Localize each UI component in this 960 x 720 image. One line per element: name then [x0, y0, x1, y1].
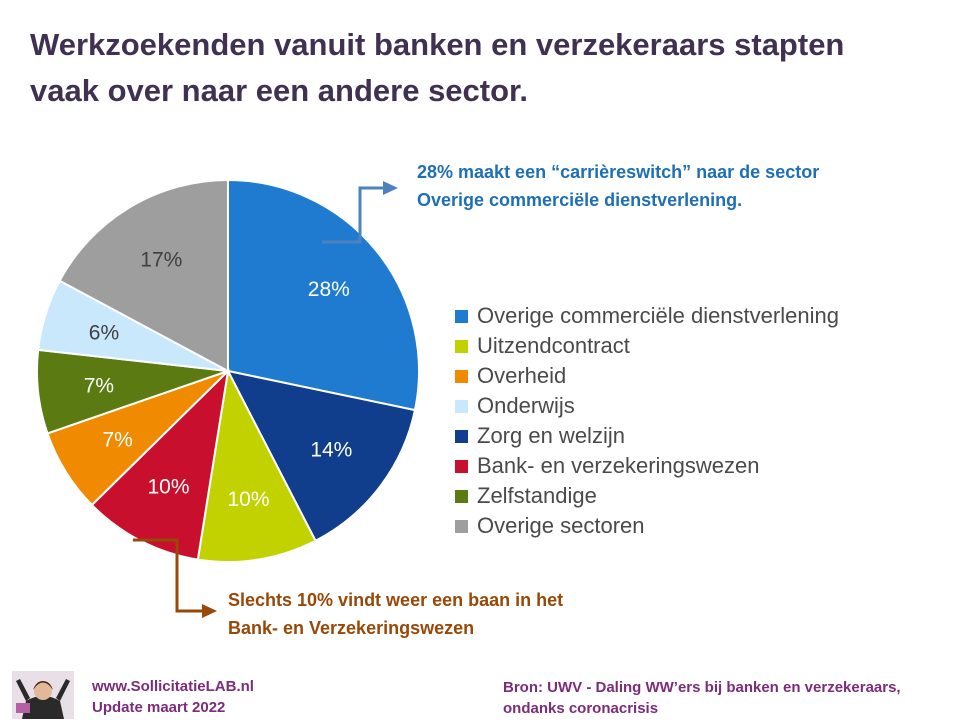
legend-swatch	[455, 489, 468, 503]
legend-label: Zorg en welzijn	[477, 423, 625, 448]
pie-slice-label: 7%	[102, 428, 132, 451]
legend-swatch	[455, 429, 468, 443]
legend-label: Overige sectoren	[477, 513, 645, 538]
title-line-2: vaak over naar een andere sector.	[30, 73, 529, 108]
legend-label: Overheid	[477, 363, 567, 388]
legend-swatch	[455, 399, 468, 413]
legend-item: Bank- en verzekeringswezen	[455, 451, 839, 481]
pie-slice-label: 10%	[228, 488, 270, 511]
legend-label: Overige commerciële dienstverlening	[477, 303, 839, 328]
legend-label: Onderwijs	[477, 393, 575, 418]
pie-slice-label: 6%	[89, 321, 119, 344]
legend-item: Zelfstandige	[455, 481, 839, 511]
legend-swatch	[455, 519, 468, 533]
legend-item: Uitzendcontract	[455, 331, 839, 361]
annotation-arrow-bottom-head	[202, 604, 217, 618]
annotation-top-line-1: 28% maakt een “carrièreswitch” naar de s…	[417, 162, 820, 182]
footer-site-info: www.SollicitatieLAB.nl Update maart 2022	[92, 676, 254, 718]
pie-slice	[226, 369, 417, 543]
pie-slice-label: 7%	[84, 374, 114, 397]
annotation-arrow-top-head	[383, 181, 398, 195]
title-line-1: Werkzoekenden vanuit banken en verzekera…	[30, 27, 845, 62]
pie-slice-label: 28%	[308, 278, 350, 301]
pie-slice-label: 10%	[147, 475, 189, 498]
legend-item: Overige sectoren	[455, 511, 839, 541]
pie-slice-label: 14%	[310, 439, 352, 462]
pie-slice-labels: 28% 14% 10% 10% 7% 7% 6% 17%	[84, 249, 353, 512]
annotation-arrow-top	[322, 186, 384, 244]
legend-swatch	[455, 459, 468, 473]
footer-source-line-1: Bron: UWV - Daling WW’ers bij banken en …	[503, 679, 901, 696]
legend-swatch	[455, 369, 468, 383]
pie-slice	[227, 178, 420, 412]
legend-label: Bank- en verzekeringswezen	[477, 453, 760, 478]
legend-item: Overheid	[455, 361, 839, 391]
pie-slice-label: 17%	[140, 249, 182, 272]
footer-site-link[interactable]: www.SollicitatieLAB.nl	[92, 678, 254, 695]
avatar-image	[12, 671, 74, 719]
legend-label: Zelfstandige	[477, 483, 597, 508]
legend-item: Onderwijs	[455, 391, 839, 421]
legend-swatch	[455, 339, 468, 353]
footer-update-date: Update maart 2022	[92, 699, 226, 716]
legend-label: Uitzendcontract	[477, 333, 630, 358]
legend-item: Overige commerciële dienstverlening	[455, 301, 839, 331]
annotation-arrow-bottom	[133, 538, 203, 613]
pie-slice	[196, 367, 317, 563]
annotation-bottom: Slechts 10% vindt weer een baan in het B…	[228, 586, 708, 642]
footer-source-line-2: ondanks coronacrisis	[503, 700, 659, 717]
pie-slice	[58, 178, 229, 373]
legend-swatch	[455, 309, 468, 323]
pie-slices	[36, 178, 420, 563]
chart-legend: Overige commerciële dienstverlening Uitze…	[455, 301, 839, 541]
legend-item: Zorg en welzijn	[455, 421, 839, 451]
annotation-top: 28% maakt een “carrièreswitch” naar de s…	[417, 158, 937, 214]
footer-source: Bron: UWV - Daling WW’ers bij banken en …	[503, 677, 953, 719]
annotation-top-line-2: Overige commerciële dienstverlening.	[417, 190, 743, 210]
page-title: Werkzoekenden vanuit banken en verzekera…	[30, 22, 930, 114]
annotation-bottom-line-1: Slechts 10% vindt weer een baan in het	[228, 590, 564, 610]
annotation-bottom-line-2: Bank- en Verzekeringswezen	[228, 618, 475, 638]
